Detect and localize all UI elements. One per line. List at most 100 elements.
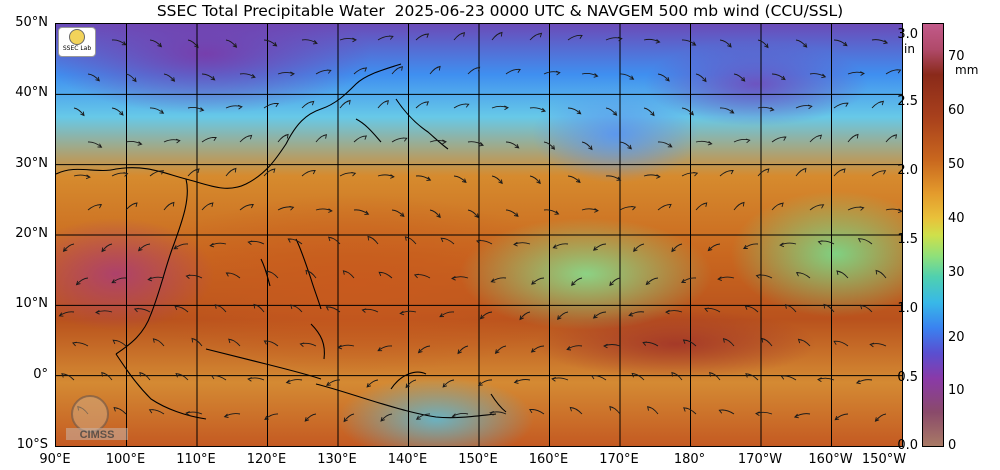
wind-arrow: [571, 277, 583, 287]
wind-arrow: [247, 377, 265, 382]
wind-arrow: [513, 241, 531, 247]
wind-arrow: [755, 411, 773, 416]
wind-arrow: [290, 304, 303, 313]
wind-arrow: [704, 307, 721, 313]
wind-arrow: [681, 107, 694, 116]
wind-arrow: [264, 413, 279, 421]
wind-arrow: [87, 141, 103, 148]
wind-arrow: [187, 107, 205, 112]
lat-label: 0°: [33, 367, 48, 382]
wind-arrow: [315, 208, 333, 213]
wind-arrow: [467, 141, 484, 147]
tpw-map[interactable]: [55, 23, 903, 447]
wind-arrow: [413, 273, 431, 279]
lon-label: 90°E: [39, 452, 71, 467]
wind-arrow: [869, 342, 887, 348]
wind-arrow: [137, 243, 151, 252]
wind-arrow: [505, 141, 520, 149]
wind-arrow: [643, 174, 661, 179]
wind-arrow: [61, 373, 75, 381]
wind-arrow: [494, 345, 507, 355]
wind-arrow: [633, 243, 645, 253]
wind-arrow: [353, 135, 368, 143]
wind-arrow: [833, 102, 849, 109]
wind-arrow: [442, 379, 455, 388]
wind-arrow: [609, 405, 621, 415]
wind-arrow: [225, 39, 238, 48]
wind-arrow: [201, 202, 214, 211]
wind-arrow: [239, 134, 253, 143]
wind-arrow: [795, 39, 808, 48]
wind-arrow: [328, 236, 341, 245]
wind-arrow: [87, 204, 103, 211]
wind-arrow: [567, 34, 583, 41]
wind-arrow: [239, 203, 254, 211]
wind-arrow: [101, 371, 113, 381]
wind-arrow: [451, 276, 469, 281]
wind-arrow: [467, 209, 479, 219]
wind-arrow: [556, 311, 569, 321]
coastlines: [56, 63, 507, 420]
wind-arrow: [491, 175, 503, 185]
wind-arrow: [742, 243, 759, 249]
wind-arrow: [809, 204, 825, 211]
wind-arrow: [836, 270, 849, 279]
wind-arrow: [665, 309, 683, 315]
wind-arrow: [148, 409, 165, 415]
wind-arrow: [377, 99, 389, 109]
seal-icon: [69, 29, 85, 45]
wind-arrow: [477, 379, 493, 386]
wind-arrow: [266, 270, 279, 279]
lat-label: 20°N: [15, 226, 48, 241]
wind-arrow: [733, 73, 746, 82]
wind-arrow: [378, 271, 393, 279]
wind-arrow: [125, 202, 138, 211]
wind-arrow: [784, 304, 797, 313]
wind-arrow: [733, 201, 745, 211]
lon-label: 140°E: [387, 452, 428, 467]
wind-arrow: [75, 277, 89, 286]
wind-arrow: [163, 73, 176, 82]
wind-arrow: [490, 277, 507, 283]
wind-arrow: [353, 67, 368, 75]
wind-arrow: [695, 202, 708, 211]
wind-arrow: [795, 104, 813, 110]
wind-arrow: [405, 379, 417, 389]
wind-arrow: [681, 39, 697, 46]
wind-arrow: [647, 405, 659, 415]
wind-arrow: [834, 413, 849, 421]
wind-arrow: [809, 134, 823, 143]
wind-arrow: [823, 303, 835, 313]
lon-label: 170°W: [737, 452, 783, 467]
wind-arrow: [793, 413, 811, 419]
wind-arrow: [187, 39, 199, 49]
wind-arrow: [147, 276, 165, 282]
wind-arrow: [707, 243, 721, 252]
colorbar-mm-label: 70: [948, 49, 965, 64]
wind-arrow: [871, 170, 887, 177]
wind-arrow: [263, 168, 276, 177]
wind-arrow: [415, 413, 431, 420]
lat-label: 40°N: [15, 85, 48, 100]
wind-arrow: [149, 107, 165, 114]
wind-arrow: [847, 206, 865, 211]
wind-arrow: [833, 168, 846, 177]
wind-arrow: [339, 37, 357, 43]
wind-arrow: [519, 311, 531, 321]
wind-arrow: [592, 243, 607, 251]
wind-arrow: [718, 409, 735, 415]
wind-arrow: [453, 175, 467, 184]
wind-arrow: [342, 270, 355, 279]
wind-arrow: [377, 345, 393, 352]
wind-arrow: [605, 36, 623, 42]
wind-arrow: [592, 311, 607, 319]
wind-arrow: [263, 102, 280, 109]
wind-arrow: [315, 133, 328, 143]
wind-arrow: [859, 304, 873, 313]
lon-label: 130°E: [317, 452, 357, 467]
colorbar-inch-label: 0.0: [897, 438, 918, 453]
colorbar-inch-label: 0.5: [897, 370, 918, 385]
wind-arrow: [185, 411, 203, 416]
lon-label: 110°E: [176, 452, 216, 467]
wind-arrow: [417, 345, 431, 354]
